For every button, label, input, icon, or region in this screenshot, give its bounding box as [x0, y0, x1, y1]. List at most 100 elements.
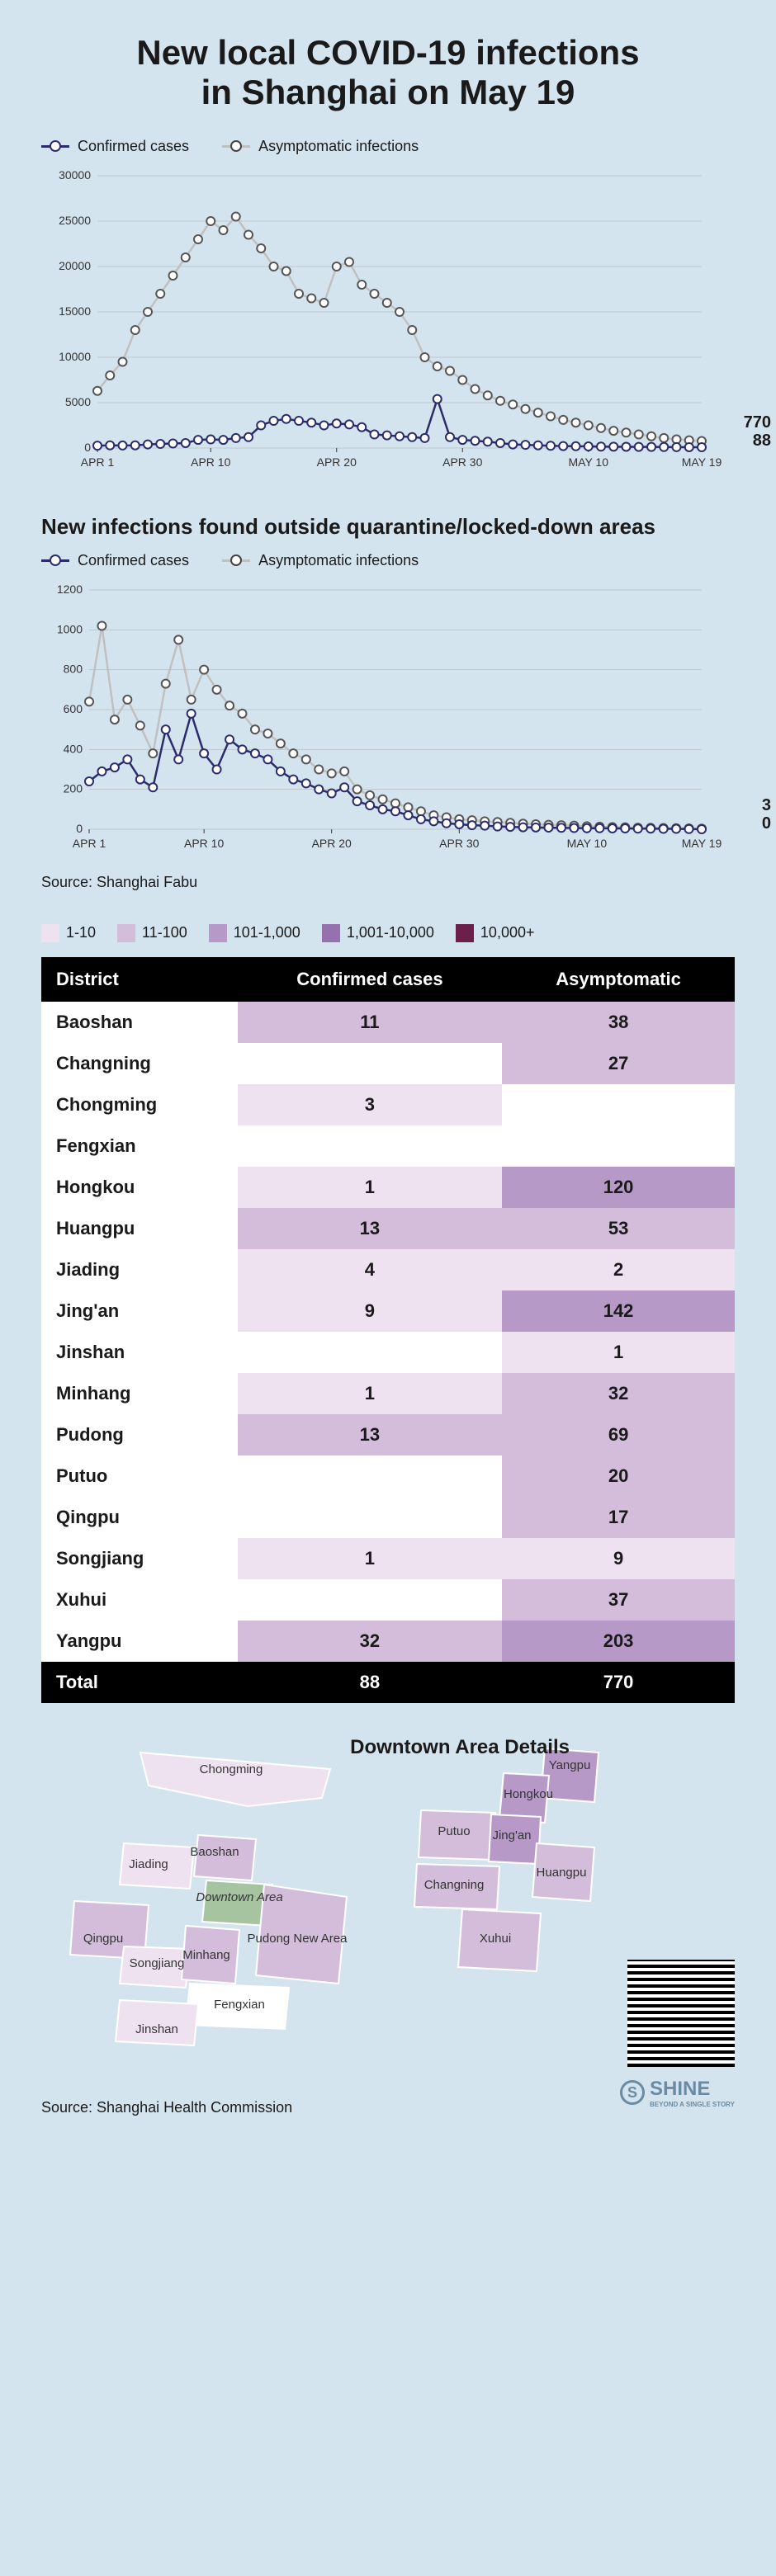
legend-confirmed: Confirmed cases [41, 138, 189, 155]
table-row: Jiading42 [41, 1249, 735, 1290]
downtown-title: Downtown Area Details [350, 1736, 570, 1759]
svg-text:Downtown Area: Downtown Area [196, 1890, 282, 1904]
table-row: Changning27 [41, 1043, 735, 1084]
table-row: Xuhui37 [41, 1579, 735, 1621]
chart2-title: New infections found outside quarantine/… [41, 514, 735, 540]
table-row: Hongkou1120 [41, 1167, 735, 1208]
svg-text:MAY 19: MAY 19 [682, 455, 722, 469]
table-header: Asymptomatic [502, 957, 735, 1002]
chart1-svg: 050001000015000200002500030000APR 1APR 1… [41, 167, 735, 481]
svg-text:Chongming: Chongming [200, 1762, 263, 1776]
legend2-confirmed: Confirmed cases [41, 552, 189, 569]
table-row: Fengxian [41, 1125, 735, 1167]
svg-text:Xuhui: Xuhui [480, 1932, 511, 1946]
chart2-legend: Confirmed cases Asymptomatic infections [41, 552, 735, 569]
chart2-section: New infections found outside quarantine/… [41, 514, 735, 891]
svg-text:200: 200 [64, 781, 83, 795]
chart1-wrap: 050001000015000200002500030000APR 1APR 1… [41, 167, 735, 481]
svg-text:Minhang: Minhang [182, 1948, 230, 1962]
legend2-asymptomatic: Asymptomatic infections [222, 552, 419, 569]
svg-text:400: 400 [64, 742, 83, 755]
svg-text:Hongkou: Hongkou [504, 1787, 553, 1801]
svg-text:MAY 19: MAY 19 [682, 837, 722, 850]
chart2-wrap: 0 200 400 600 800 1000 1200 APR 1 APR 10 APR 20 AP… [41, 582, 735, 862]
svg-text:25000: 25000 [59, 214, 91, 227]
chart1-section: Confirmed cases Asymptomatic infections … [41, 138, 735, 481]
main-title: New local COVID-19 infections in Shangha… [41, 33, 735, 113]
table-row: Huangpu1353 [41, 1208, 735, 1249]
table-row: Jing'an9142 [41, 1290, 735, 1332]
svg-text:APR 30: APR 30 [442, 455, 482, 469]
svg-text:Huangpu: Huangpu [537, 1866, 587, 1880]
svg-text:800: 800 [64, 662, 83, 675]
legend-asymptomatic: Asymptomatic infections [222, 138, 419, 155]
title-line1: New local COVID-19 infections [136, 33, 639, 72]
shanghai-map: Chongming Baoshan Jiading Downtown Area Qing… [41, 1736, 371, 2066]
svg-text:APR 30: APR 30 [439, 837, 479, 850]
svg-text:30000: 30000 [59, 168, 91, 182]
svg-text:APR 1: APR 1 [73, 837, 106, 850]
chart1-endlabel-bottom: 88 [753, 432, 771, 451]
svg-text:Baoshan: Baoshan [190, 1845, 239, 1859]
table-row: Baoshan1138 [41, 1002, 735, 1043]
color-scale-legend: 1-10 11-100 101-1,000 1,001-10,000 10,000+ [41, 924, 735, 942]
svg-text:APR 20: APR 20 [312, 837, 352, 850]
infographic-container: New local COVID-19 infections in Shangha… [0, 0, 776, 2149]
svg-text:1000: 1000 [57, 622, 83, 635]
shine-logo: S SHINE BEYOND A SINGLE STORY [620, 2078, 735, 2108]
chart2-endlabel-bottom: 0 [762, 814, 771, 833]
chart1-legend: Confirmed cases Asymptomatic infections [41, 138, 735, 155]
svg-text:Yangpu: Yangpu [549, 1758, 591, 1772]
total-row: Total88770 [41, 1662, 735, 1703]
svg-text:Fengxian: Fengxian [214, 1998, 265, 2012]
svg-text:Qingpu: Qingpu [83, 1932, 123, 1946]
svg-text:0: 0 [84, 441, 91, 454]
table-row: Minhang132 [41, 1373, 735, 1414]
chart2-svg: 0 200 400 600 800 1000 1200 APR 1 APR 10 APR 20 AP… [41, 582, 735, 862]
svg-text:MAY 10: MAY 10 [567, 837, 608, 850]
svg-text:Changning: Changning [424, 1878, 485, 1892]
color-scale-item: 1-10 [41, 924, 96, 942]
svg-text:1200: 1200 [57, 583, 83, 596]
table-row: Putuo20 [41, 1455, 735, 1497]
color-scale-item: 1,001-10,000 [322, 924, 434, 942]
legend-confirmed-label: Confirmed cases [78, 138, 189, 155]
svg-text:Jiading: Jiading [129, 1857, 168, 1871]
shine-text: SHINE [650, 2078, 710, 2100]
color-scale-item: 10,000+ [456, 924, 535, 942]
svg-text:5000: 5000 [65, 395, 91, 408]
source-fabu: Source: Shanghai Fabu [41, 874, 735, 891]
table-header: District [41, 957, 238, 1002]
svg-text:15000: 15000 [59, 304, 91, 318]
svg-text:10000: 10000 [59, 350, 91, 363]
svg-text:APR 20: APR 20 [317, 455, 357, 469]
table-row: Jinshan1 [41, 1332, 735, 1373]
svg-text:APR 10: APR 10 [184, 837, 224, 850]
svg-text:MAY 10: MAY 10 [568, 455, 608, 469]
table-row: Qingpu17 [41, 1497, 735, 1538]
color-scale-item: 101-1,000 [209, 924, 300, 942]
table-header: Confirmed cases [238, 957, 502, 1002]
table-row: Songjiang19 [41, 1538, 735, 1579]
svg-text:600: 600 [64, 702, 83, 715]
district-table: DistrictConfirmed casesAsymptomatic Baos… [41, 957, 735, 1703]
svg-text:Putuo: Putuo [438, 1824, 470, 1838]
table-row: Yangpu32203 [41, 1621, 735, 1662]
svg-text:0: 0 [76, 822, 83, 835]
downtown-map: Yangpu Hongkou Putuo Jing'an Changning Huangp… [405, 1736, 619, 1992]
chart1-endlabel-top: 770 [744, 413, 771, 432]
shine-sub: BEYOND A SINGLE STORY [650, 2101, 735, 2108]
shine-icon: S [620, 2080, 645, 2105]
svg-text:Jing'an: Jing'an [492, 1828, 531, 1842]
chart2-endlabel-top: 3 [762, 796, 771, 815]
svg-text:APR 10: APR 10 [191, 455, 230, 469]
title-line2: in Shanghai on May 19 [201, 73, 575, 111]
color-scale-item: 11-100 [117, 924, 187, 942]
table-row: Chongming3 [41, 1084, 735, 1125]
map-section: Downtown Area Details Chongming Baoshan Ji… [41, 1736, 735, 2116]
svg-text:APR 1: APR 1 [81, 455, 115, 469]
svg-text:Songjiang: Songjiang [130, 1956, 185, 1970]
svg-text:Jinshan: Jinshan [135, 2022, 178, 2036]
qr-code [627, 1960, 735, 2067]
legend-asymptomatic-label: Asymptomatic infections [258, 138, 419, 155]
